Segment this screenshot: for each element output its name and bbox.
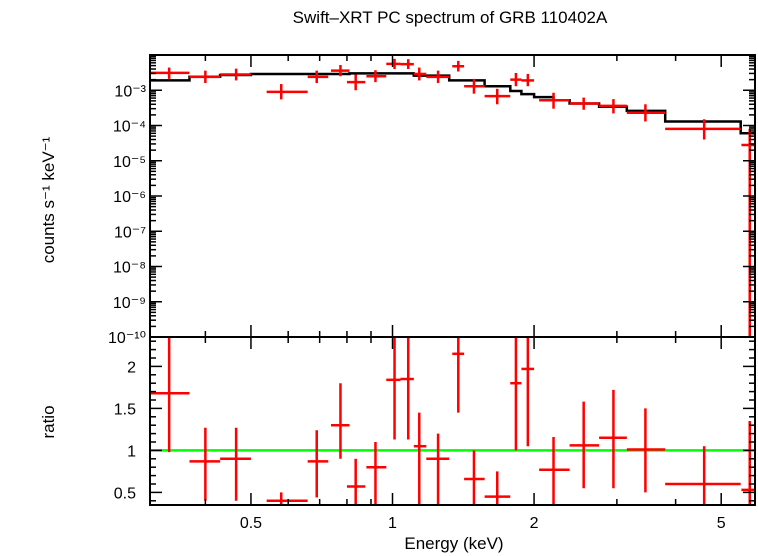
top-data-point: [599, 99, 627, 114]
top-y-axis-label: counts s⁻¹ keV⁻¹: [39, 136, 58, 263]
ratio-data-point: [464, 450, 485, 505]
x-tick-label: 5: [717, 515, 726, 532]
ratio-data-point: [426, 433, 450, 505]
top-y-tick-label: 10⁻³: [114, 83, 146, 100]
top-data-point: [521, 73, 535, 87]
top-data-point: [413, 67, 427, 81]
ratio-data-point: [599, 389, 627, 489]
top-y-tick-label: 10⁻¹⁰: [108, 330, 146, 347]
top-y-tick-label: 10⁻⁴: [113, 119, 146, 136]
x-tick-label: 0.5: [240, 515, 262, 532]
ratio-data-point: [386, 337, 401, 440]
plot-layer: 0.5 1 2 5 10⁻³ 10⁻⁴ 10⁻⁵ 10⁻⁶ 10⁻⁷ 10⁻⁸ 10⁻⁹ 10⁻¹⁰ 0…: [108, 54, 756, 532]
ratio-data-point: [741, 421, 755, 505]
top-data-point: [665, 119, 741, 140]
top-y-tick-label: 10⁻⁹: [113, 295, 146, 312]
ratio-data-point: [510, 337, 522, 451]
ratio-data-point: [266, 492, 308, 505]
ratio-data-point: [400, 337, 414, 440]
ratio-data-point: [307, 430, 329, 498]
bottom-y-tick-label: 1.5: [114, 401, 136, 418]
ratio-data-point: [220, 427, 251, 501]
top-data-point: [484, 88, 511, 105]
chart-title: Swift–XRT PC spectrum of GRB 110402A: [293, 8, 608, 27]
ratio-data-point: [150, 337, 190, 453]
bottom-panel-frame: [149, 336, 756, 506]
ratio-data-point: [189, 427, 221, 501]
top-data-point: [426, 70, 450, 84]
ratio-data-point: [539, 436, 570, 505]
ratio-data-point: [331, 383, 350, 459]
ratio-data-point: [626, 408, 666, 493]
bottom-y-tick-label: 1: [127, 443, 136, 460]
top-y-tick-label: 10⁻⁶: [113, 189, 146, 206]
ratio-data-point: [452, 337, 465, 413]
ratio-data-point: [665, 446, 741, 505]
x-tick-label: 1: [388, 515, 397, 532]
top-data-point: [220, 68, 251, 81]
top-data-point: [510, 72, 522, 87]
top-y-tick-label: 10⁻⁵: [113, 154, 146, 171]
top-data-point: [189, 70, 221, 84]
bottom-y-axis-label: ratio: [39, 405, 58, 438]
top-data-point: [464, 78, 485, 94]
top-data-point: [331, 65, 350, 77]
top-data-point: [400, 59, 414, 70]
top-panel-frame: [149, 54, 756, 338]
top-data-point: [569, 97, 600, 110]
top-panel-plot-area: [150, 58, 755, 337]
ratio-data-point: [569, 401, 600, 489]
top-data-point: [150, 67, 190, 79]
bottom-y-tick-label: 0.5: [114, 485, 136, 502]
top-data-point: [346, 74, 366, 91]
model-step-line: [150, 72, 755, 135]
ratio-data-point: [521, 337, 535, 447]
top-data-point: [452, 60, 465, 72]
top-data-point: [626, 104, 666, 122]
bottom-panel-plot-area: [150, 337, 755, 505]
top-y-tick-label: 10⁻⁸: [113, 260, 146, 277]
top-y-tick-label: 10⁻⁷: [114, 224, 146, 241]
top-data-point: [386, 58, 401, 70]
top-data-point: [307, 70, 329, 84]
x-tick-label: 2: [530, 515, 539, 532]
top-data-point: [539, 92, 570, 109]
ratio-data-point: [366, 442, 387, 505]
ratio-data-point: [346, 458, 366, 505]
top-data-point: [266, 84, 308, 100]
ratio-data-point: [484, 471, 511, 505]
bottom-y-tick-label: 2: [127, 359, 136, 376]
ratio-data-point: [413, 412, 427, 505]
top-data-point: [366, 70, 387, 83]
x-axis-label: Energy (keV): [404, 534, 503, 553]
